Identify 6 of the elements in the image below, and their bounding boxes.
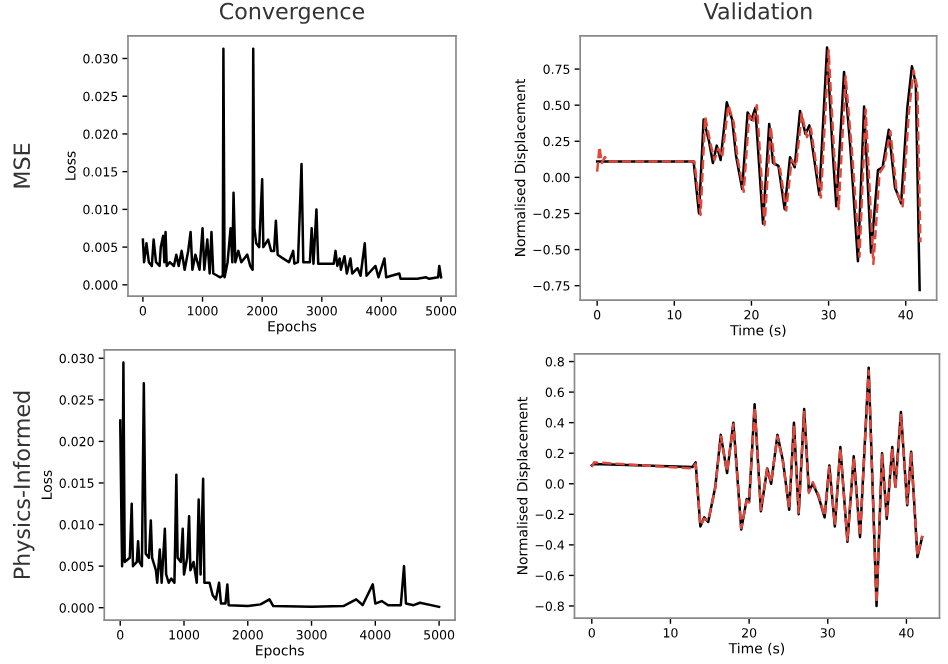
line-series: [141, 47, 443, 281]
chart-title: Convergence: [219, 2, 365, 24]
text: MSE: [13, 143, 31, 188]
text: Physics-Informed: [12, 391, 35, 579]
line-series: [118, 361, 441, 609]
chart-title: Validation: [703, 2, 812, 20]
